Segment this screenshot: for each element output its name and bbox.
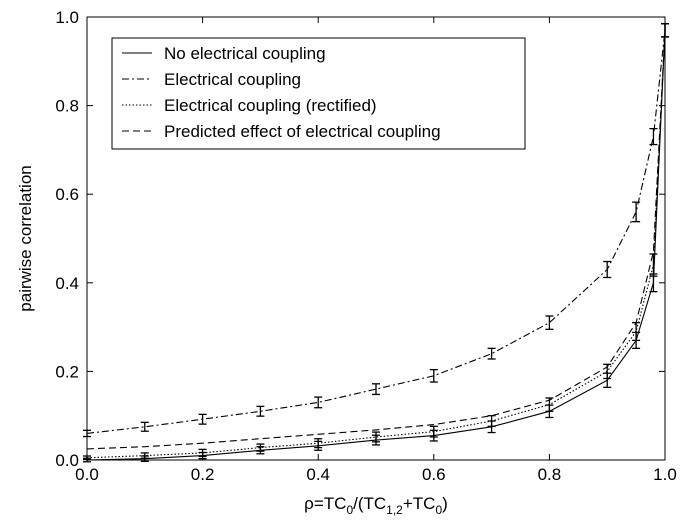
x-axis-title-sub1: 0 (346, 503, 353, 517)
error-bar (429, 368, 438, 383)
error-bar (603, 260, 612, 279)
error-bar (83, 455, 91, 461)
legend-item: No electrical coupling (122, 44, 326, 63)
legend-items: No electrical coupling Electrical couplin… (122, 44, 441, 141)
legend-item: Electrical coupling (rectified) (122, 96, 377, 115)
error-bar (198, 413, 207, 425)
error-bar (603, 363, 612, 380)
error-bar (649, 253, 658, 277)
error-bar (632, 322, 641, 342)
x-axis-title-part3: +TC (403, 494, 436, 513)
x-tick-label: 0.2 (191, 465, 215, 484)
legend-item: Predicted effect of electrical coupling (122, 122, 441, 141)
x-axis-title-sub2: 1,2 (386, 503, 403, 517)
x-axis-title: ρ=TC0/(TC1,2+TC0) (304, 494, 448, 517)
legend-box (111, 37, 526, 150)
error-bar (140, 452, 149, 459)
legend: No electrical coupling Electrical couplin… (111, 37, 526, 150)
error-bar (429, 425, 438, 438)
x-tick-label: 0.0 (75, 465, 99, 484)
legend-label: Predicted effect of electrical coupling (164, 122, 441, 141)
error-bar (83, 429, 91, 438)
y-tick-label: 0.0 (55, 451, 79, 470)
x-axis-title-part1: ρ=TC (304, 494, 346, 513)
x-tick-label: 0.6 (422, 465, 446, 484)
x-tick-label: 0.4 (306, 465, 330, 484)
error-bar (487, 415, 496, 427)
legend-label: Electrical coupling (rectified) (164, 96, 377, 115)
y-tick-label: 0.8 (55, 97, 79, 116)
y-tick-label: 0.6 (55, 185, 79, 204)
y-axis-title: pairwise correlation (16, 165, 35, 311)
y-tick-label: 0.2 (55, 362, 79, 381)
error-bar (140, 421, 149, 432)
x-tick-label: 0.8 (538, 465, 562, 484)
error-bar (314, 438, 323, 449)
error-bar (256, 405, 265, 417)
error-bar (314, 396, 323, 409)
axis-tick-labels: 0.0 0.2 0.4 0.6 0.8 1.0 0.0 0.2 0.4 0.6 0.8 1.0 (55, 8, 676, 484)
error-bar (487, 347, 496, 360)
errorbar-layer (83, 22, 669, 463)
plot-area-frame (86, 16, 666, 461)
legend-label: No electrical coupling (164, 44, 326, 63)
x-tick-label: 1.0 (653, 465, 677, 484)
error-bar (545, 397, 554, 412)
legend-item: Electrical coupling (122, 70, 301, 89)
error-bar (198, 448, 207, 458)
x-axis-title-part2: /(TC (353, 494, 386, 513)
error-bar (661, 22, 669, 38)
error-bar (372, 431, 380, 443)
x-axis-title-part4: ) (442, 494, 448, 513)
y-tick-label: 1.0 (55, 8, 79, 27)
y-tick-label: 0.4 (55, 274, 79, 293)
error-bar (649, 127, 658, 146)
error-bar (545, 315, 554, 330)
error-bar (632, 201, 641, 223)
error-bar (256, 443, 265, 452)
x-axis-title-sub3: 0 (435, 503, 442, 517)
error-bar (372, 383, 380, 396)
legend-label: Electrical coupling (164, 70, 301, 89)
